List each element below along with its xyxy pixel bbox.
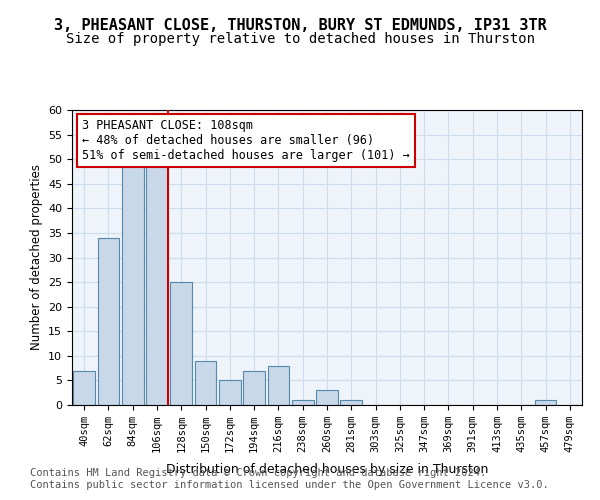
X-axis label: Distribution of detached houses by size in Thurston: Distribution of detached houses by size … (166, 464, 488, 476)
Bar (170, 282, 192, 405)
Text: Contains HM Land Registry data © Crown copyright and database right 2024.
Contai: Contains HM Land Registry data © Crown c… (30, 468, 549, 490)
Bar (340, 400, 362, 405)
Bar (219, 380, 241, 405)
Bar (535, 400, 556, 405)
Text: 3 PHEASANT CLOSE: 108sqm
← 48% of detached houses are smaller (96)
51% of semi-d: 3 PHEASANT CLOSE: 108sqm ← 48% of detach… (82, 119, 410, 162)
Text: 3, PHEASANT CLOSE, THURSTON, BURY ST EDMUNDS, IP31 3TR: 3, PHEASANT CLOSE, THURSTON, BURY ST EDM… (53, 18, 547, 32)
Bar (146, 164, 168, 405)
Text: Size of property relative to detached houses in Thurston: Size of property relative to detached ho… (65, 32, 535, 46)
Bar (268, 366, 289, 405)
Bar (73, 370, 95, 405)
Y-axis label: Number of detached properties: Number of detached properties (29, 164, 43, 350)
Bar (194, 361, 217, 405)
Bar (243, 370, 265, 405)
Bar (122, 164, 143, 405)
Bar (97, 238, 119, 405)
Bar (292, 400, 314, 405)
Bar (316, 390, 338, 405)
